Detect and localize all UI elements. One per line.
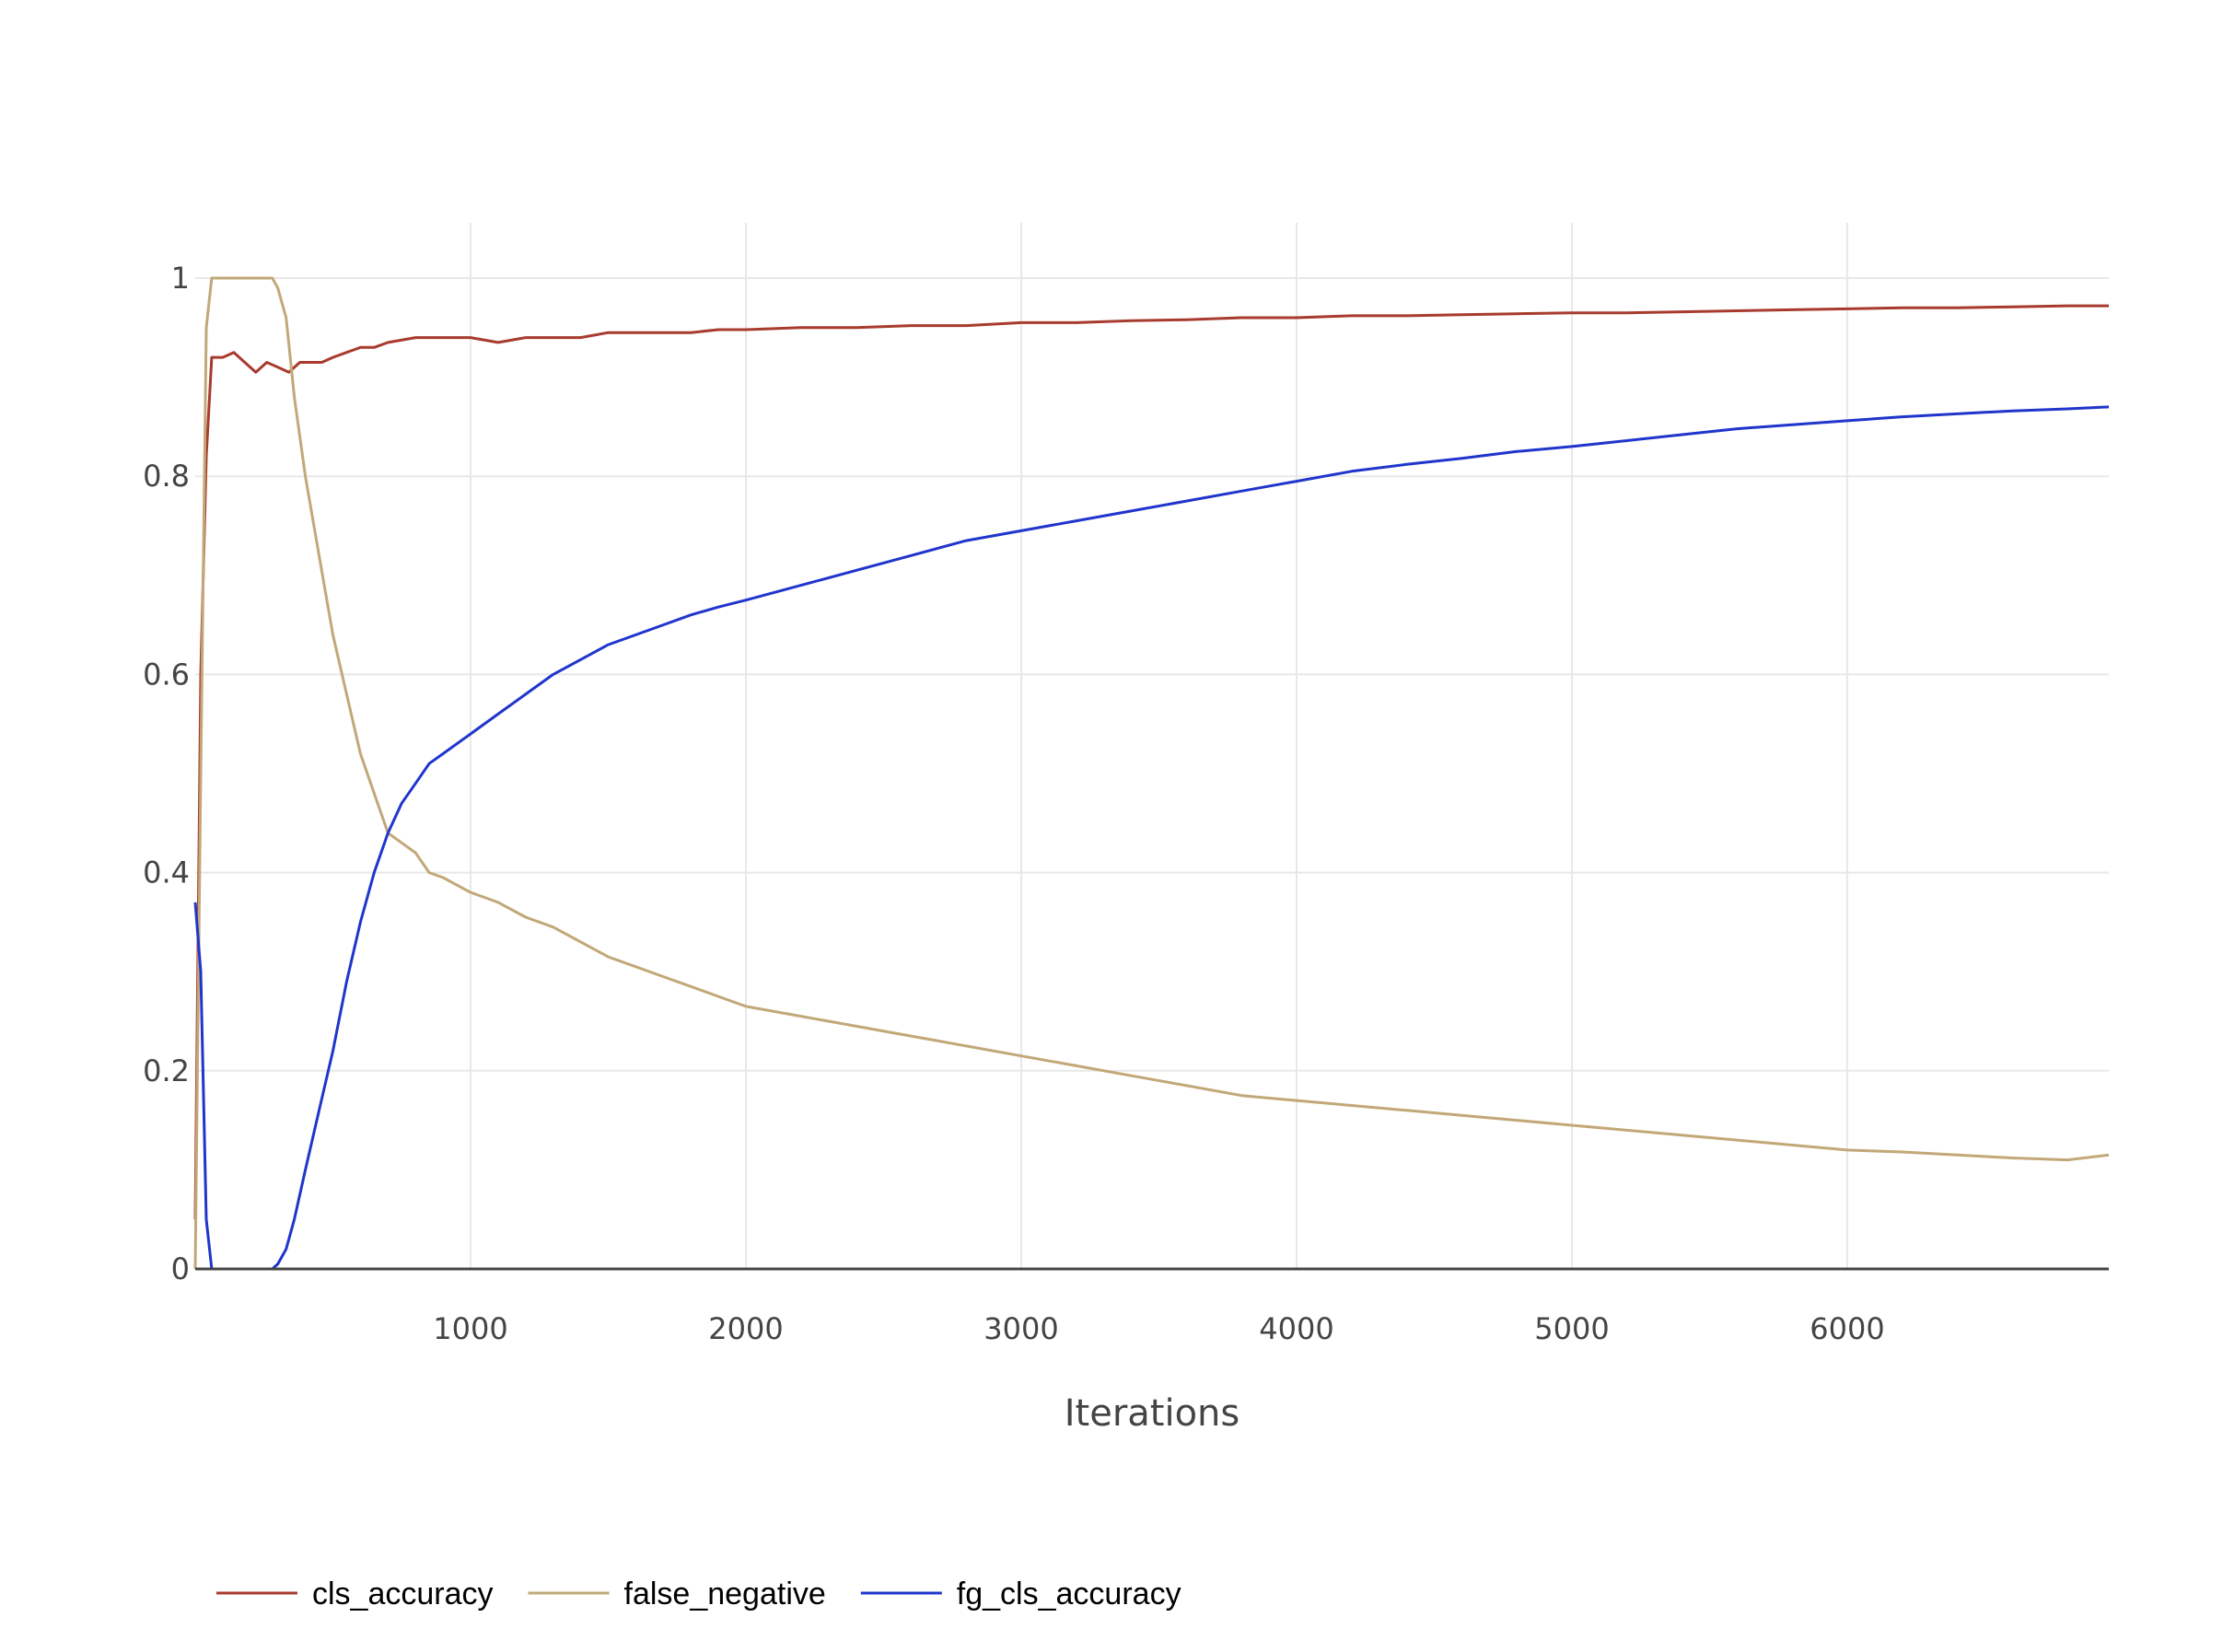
series-line-false-negative — [193, 276, 2110, 1270]
legend: cls_accuracy false_negative fg_cls_accurac… — [216, 1576, 1181, 1611]
legend-label-fg-cls-accuracy: fg_cls_accuracy — [957, 1576, 1181, 1611]
x-tick-label: 1000 — [433, 1311, 507, 1346]
x-tick-label: 5000 — [1534, 1311, 1609, 1346]
y-tick-label: 1 — [171, 261, 190, 296]
series-line-cls-accuracy — [193, 304, 2109, 1220]
x-tick-label: 3000 — [983, 1311, 1058, 1346]
y-tick-label: 0.8 — [143, 459, 190, 494]
x-axis-title: Iterations — [1065, 1392, 1240, 1435]
x-tick-label: 6000 — [1810, 1311, 1884, 1346]
legend-label-cls-accuracy: cls_accuracy — [312, 1576, 494, 1611]
x-tick-label: 2000 — [708, 1311, 783, 1346]
grid-layer — [195, 223, 2109, 1269]
y-tick-label: 0 — [171, 1251, 190, 1286]
axis-layer: 0 0.2 0.4 0.6 0.8 1 1000 2000 3000 4000 5000 6000 — [143, 261, 2109, 1346]
y-tick-label: 0.2 — [143, 1053, 190, 1088]
series-line-fg-cls-accuracy — [193, 405, 2110, 1271]
y-tick-label: 0.6 — [143, 657, 190, 692]
legend-label-false-negative: false_negative — [624, 1576, 826, 1611]
x-tick-label: 4000 — [1259, 1311, 1333, 1346]
y-tick-label: 0.4 — [143, 855, 190, 890]
series-layer — [193, 276, 2110, 1271]
